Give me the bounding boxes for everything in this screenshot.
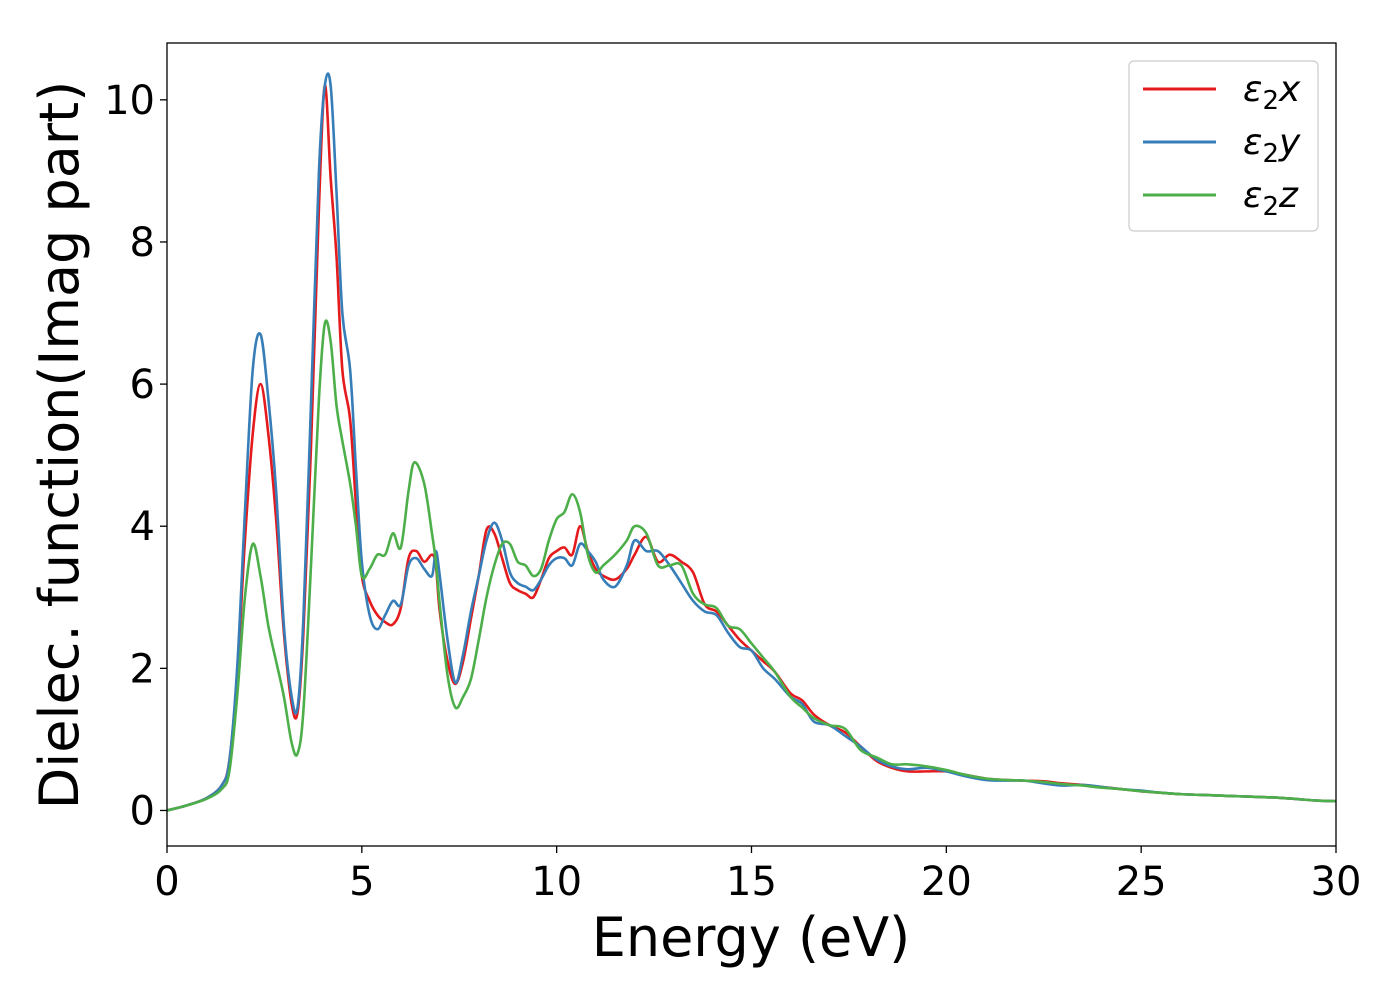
y-tick-label: 4 bbox=[130, 504, 155, 550]
series-line-z bbox=[166, 319, 1337, 812]
x-tick-label: 15 bbox=[726, 859, 777, 905]
legend-label-y: ε2y bbox=[1243, 122, 1301, 169]
legend-label-x: ε2x bbox=[1243, 69, 1301, 116]
x-tick-label: 10 bbox=[531, 859, 582, 905]
series-layer bbox=[166, 72, 1337, 812]
legend: ε2x ε2y ε2z bbox=[1128, 60, 1319, 232]
y-axis-label: Dielec. function(Imag part) bbox=[28, 81, 91, 810]
ticks-layer: 0 5 10 15 20 25 30 0 2 4 6 8 10 bbox=[104, 78, 1361, 905]
y-tick-label: 6 bbox=[130, 362, 155, 408]
legend-box bbox=[1128, 60, 1319, 232]
y-tick-label: 8 bbox=[130, 220, 155, 266]
y-tick-label: 10 bbox=[104, 78, 155, 124]
y-tick-label: 2 bbox=[130, 646, 155, 692]
x-tick-label: 25 bbox=[1116, 859, 1167, 905]
x-tick-label: 20 bbox=[921, 859, 972, 905]
x-tick-label: 5 bbox=[349, 859, 374, 905]
x-tick-label: 30 bbox=[1311, 859, 1362, 905]
y-tick-label: 0 bbox=[130, 788, 155, 834]
legend-label-z: ε2z bbox=[1243, 175, 1299, 222]
legend-items: ε2x ε2y ε2z bbox=[1143, 69, 1301, 222]
x-tick-label: 0 bbox=[154, 859, 179, 905]
x-axis-label: Energy (eV) bbox=[592, 906, 911, 969]
